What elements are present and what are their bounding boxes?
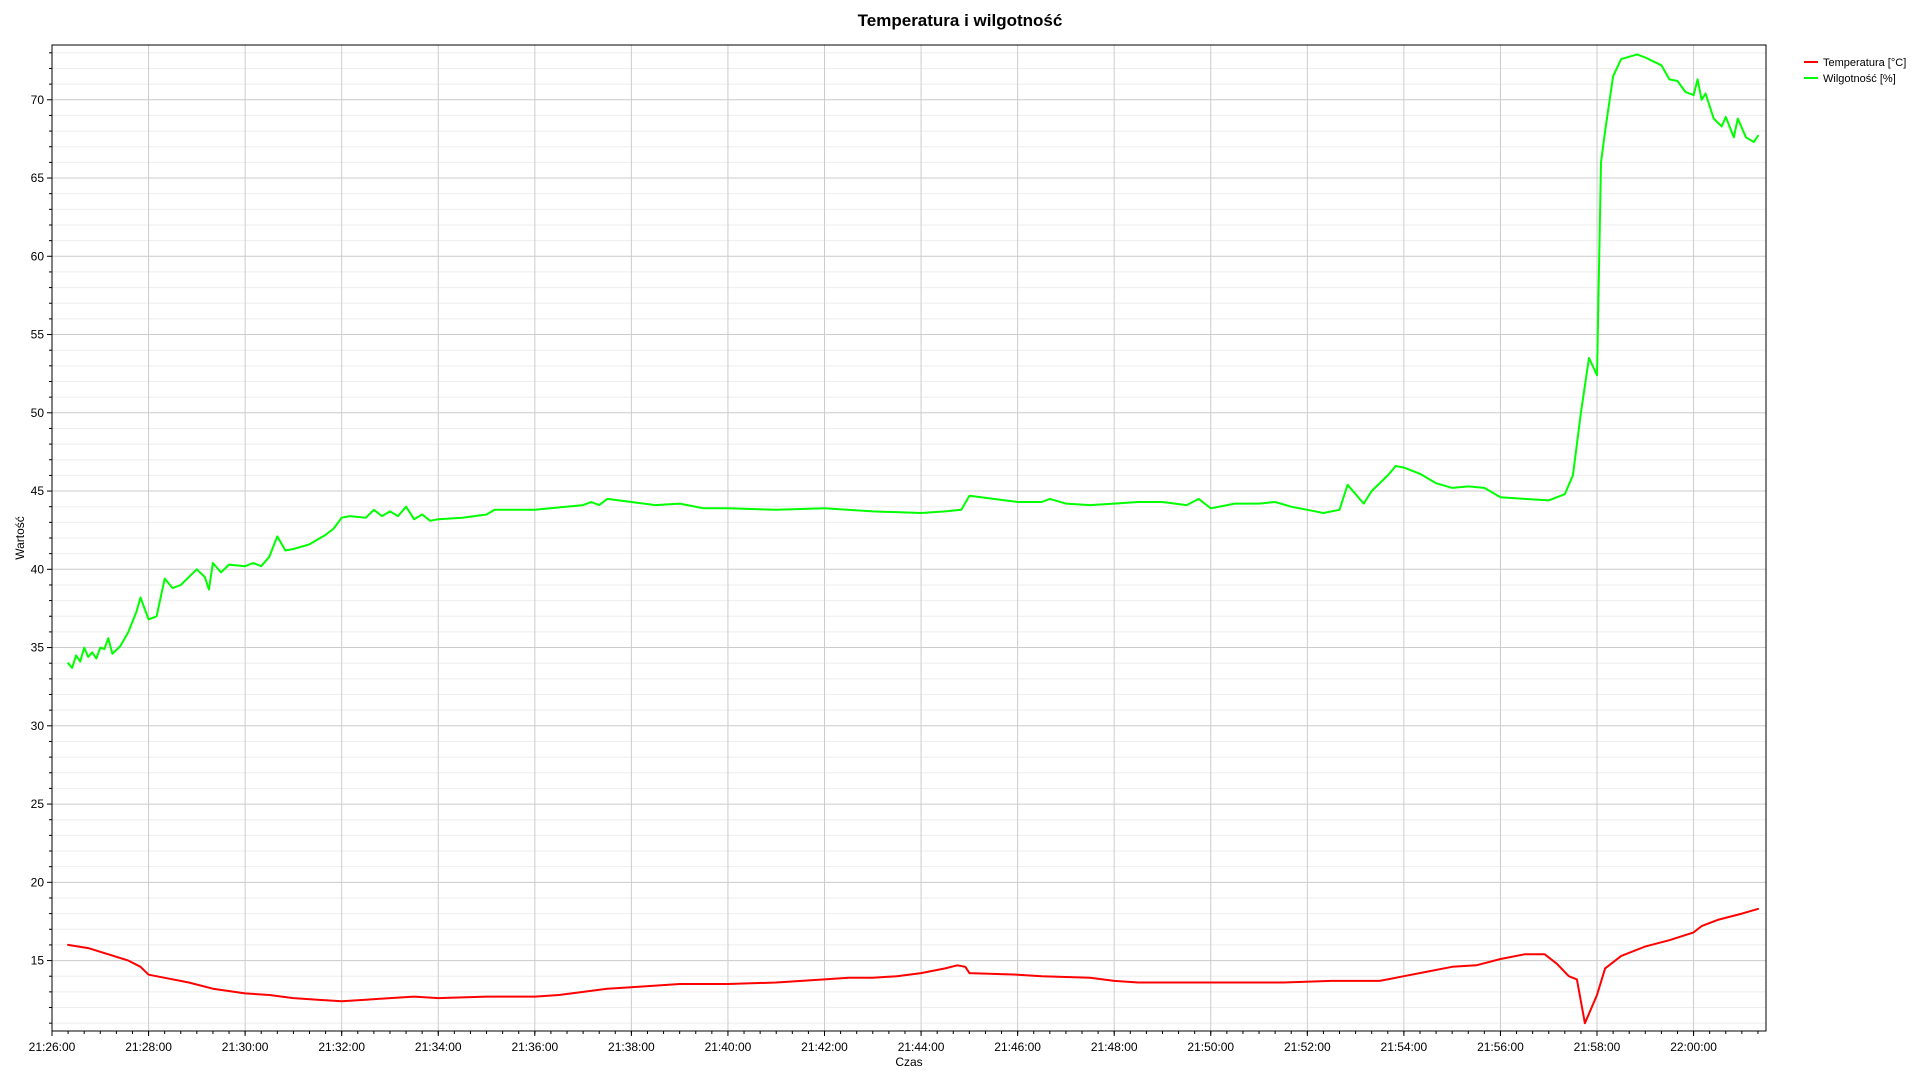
x-tick-label: 21:40:00 [705, 1040, 752, 1054]
x-tick-label: 21:34:00 [415, 1040, 462, 1054]
x-axis-label: Czas [895, 1055, 922, 1069]
x-tick-label: 21:58:00 [1574, 1040, 1621, 1054]
chart-title: Temperatura i wilgotność [858, 11, 1063, 30]
y-tick-label: 45 [31, 484, 45, 498]
series-line-temperature [67, 907, 1759, 1025]
y-tick-label: 50 [31, 406, 45, 420]
y-tick-label: 20 [31, 875, 45, 889]
legend-label: Temperatura [°C] [1823, 57, 1906, 69]
x-tick-label: 21:26:00 [29, 1040, 76, 1054]
y-axis-label: Wartość [13, 516, 27, 560]
x-tick-label: 21:32:00 [318, 1040, 365, 1054]
series-layer [67, 53, 1759, 1025]
legend: Temperatura [°C] Wilgotność [%] [1804, 57, 1906, 85]
x-tick-label: 21:54:00 [1381, 1040, 1428, 1054]
y-tick-label: 30 [31, 719, 45, 733]
x-tick-label: 21:38:00 [608, 1040, 655, 1054]
y-tick-label: 25 [31, 797, 45, 811]
x-tick-label: 21:28:00 [125, 1040, 172, 1054]
legend-label: Wilgotność [%] [1823, 73, 1896, 85]
y-tick-label: 60 [31, 249, 45, 263]
grid-lines [52, 45, 1766, 1031]
y-tick-label: 65 [31, 171, 45, 185]
x-tick-label: 21:56:00 [1477, 1040, 1524, 1054]
x-tick-label: 21:36:00 [511, 1040, 558, 1054]
y-tick-label: 55 [31, 328, 45, 342]
axis-layer: 15 20 25 30 35 40 45 50 55 60 65 70 21:26:00 21:28:00… [29, 52, 1759, 1054]
x-tick-label: 21:46:00 [994, 1040, 1041, 1054]
x-tick-label: 21:42:00 [801, 1040, 848, 1054]
x-tick-label: 21:30:00 [222, 1040, 269, 1054]
series-line-humidity [67, 53, 1759, 669]
x-tick-label: 21:50:00 [1187, 1040, 1234, 1054]
x-tick-label: 22:00:00 [1670, 1040, 1717, 1054]
x-tick-label: 21:44:00 [898, 1040, 945, 1054]
y-tick-label: 15 [31, 954, 45, 968]
y-tick-label: 40 [31, 562, 45, 576]
x-tick-label: 21:52:00 [1284, 1040, 1331, 1054]
x-tick-label: 21:48:00 [1091, 1040, 1138, 1054]
y-tick-label: 70 [31, 93, 45, 107]
y-tick-label: 35 [31, 641, 45, 655]
